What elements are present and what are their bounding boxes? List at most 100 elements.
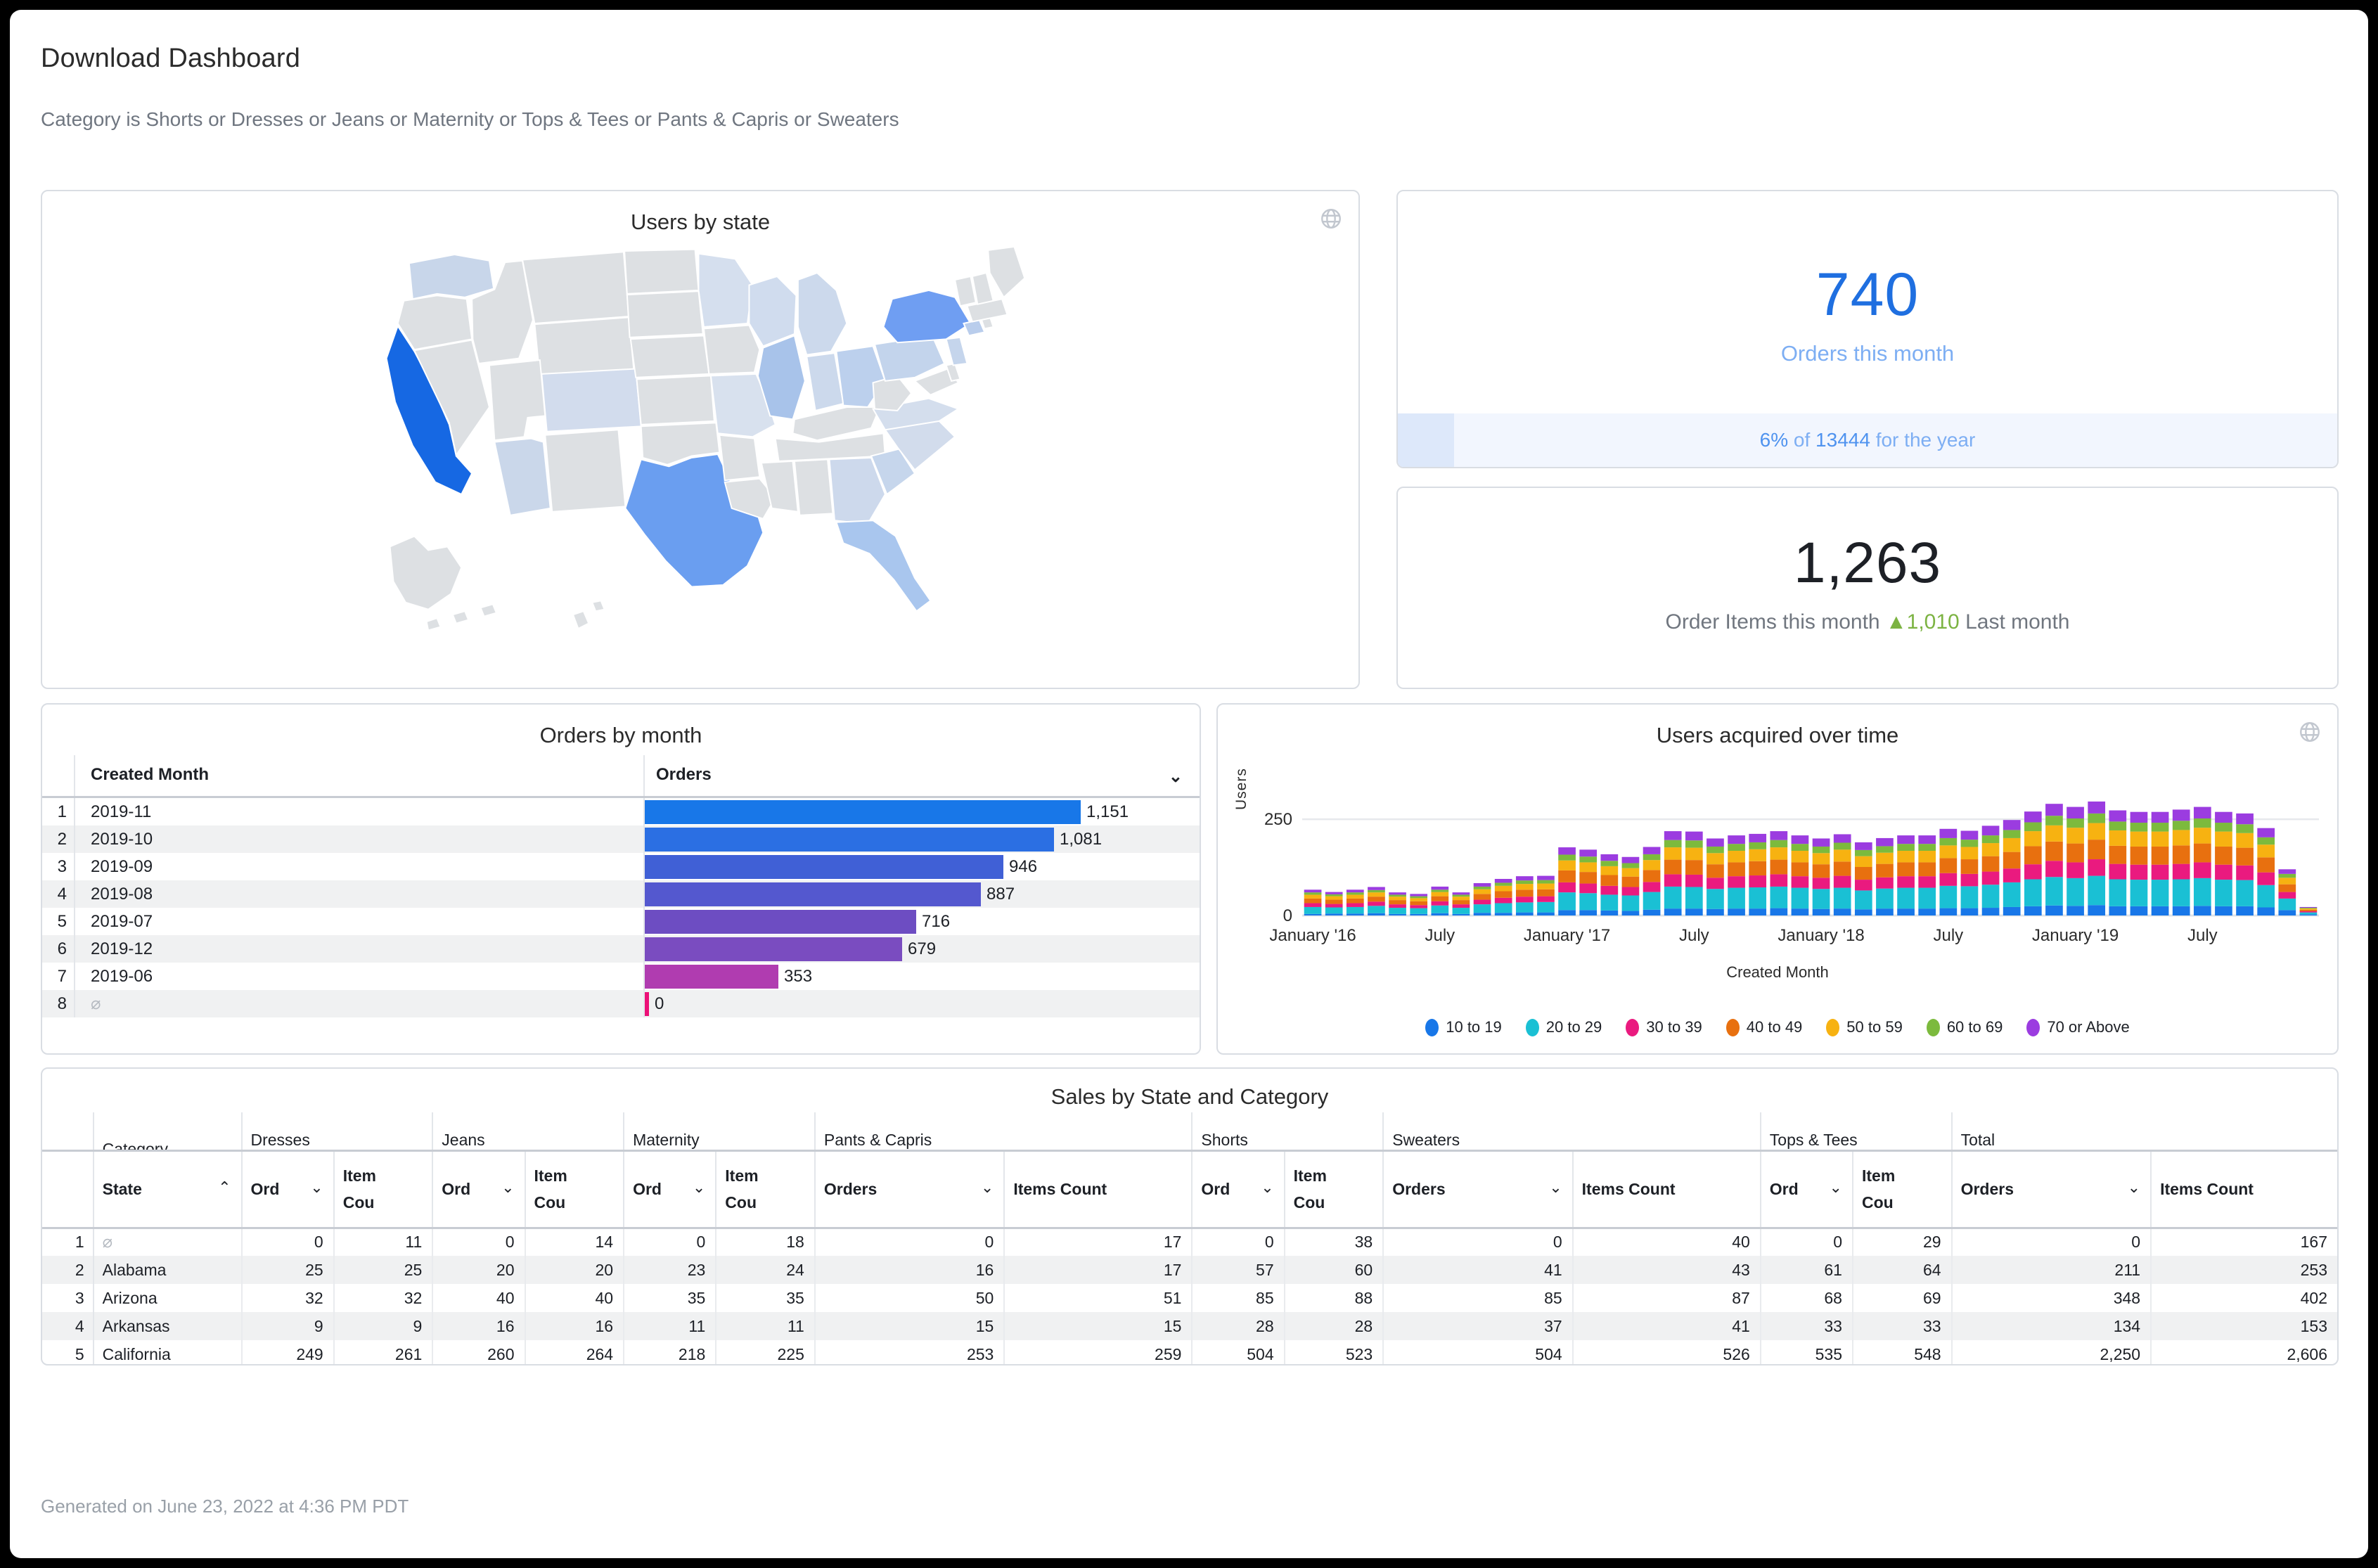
stacked-bar-segment[interactable]: [1918, 851, 1936, 863]
stacked-bar-segment[interactable]: [1854, 849, 1872, 856]
stacked-bar-segment[interactable]: [2193, 807, 2211, 818]
table-row[interactable]: 1 2019-11 1,151: [42, 797, 1200, 825]
orders-column-header[interactable]: Ord ⌄: [623, 1149, 716, 1229]
items-count-cell[interactable]: 523: [1283, 1340, 1384, 1364]
stacked-bar-segment[interactable]: [1791, 908, 1809, 915]
items-count-cell[interactable]: 51: [1003, 1284, 1193, 1312]
stacked-bar-segment[interactable]: [1876, 863, 1894, 878]
stacked-bar-segment[interactable]: [1707, 908, 1724, 915]
stacked-bar-segment[interactable]: [1643, 870, 1661, 882]
stacked-bar-segment[interactable]: [1728, 876, 1745, 888]
items-count-cell[interactable]: 41: [1572, 1312, 1761, 1340]
stacked-bar-segment[interactable]: [1473, 889, 1491, 894]
orders-bar-cell[interactable]: 887: [643, 880, 1200, 908]
stacked-bar-segment[interactable]: [1325, 913, 1343, 915]
items-count-cell[interactable]: 153: [2150, 1312, 2337, 1340]
orders-cell[interactable]: 218: [623, 1340, 716, 1364]
stacked-bar-segment[interactable]: [2236, 847, 2254, 866]
stacked-bar-segment[interactable]: [1707, 864, 1724, 878]
orders-cell[interactable]: 0: [1759, 1228, 1853, 1256]
items-count-cell[interactable]: 548: [1851, 1340, 1952, 1364]
stacked-bar-segment[interactable]: [1473, 883, 1491, 887]
stacked-bar-segment[interactable]: [1494, 885, 1512, 892]
stacked-bar-segment[interactable]: [2067, 878, 2084, 906]
stacked-bar-segment[interactable]: [1939, 873, 1958, 886]
orders-column-header[interactable]: Ord ⌄: [432, 1149, 525, 1229]
stacked-bar-segment[interactable]: [1939, 828, 1958, 838]
state-cell[interactable]: Alabama: [92, 1256, 242, 1284]
stacked-bar-segment[interactable]: [1791, 876, 1809, 888]
stacked-bar-segment[interactable]: [1854, 842, 1872, 850]
stacked-bar-segment[interactable]: [2109, 906, 2127, 915]
stacked-bar-segment[interactable]: [1452, 892, 1470, 895]
stacked-bar-segment[interactable]: [1664, 886, 1682, 909]
orders-bar-cell[interactable]: 0: [643, 990, 1200, 1017]
orders-header[interactable]: Orders ⌄: [643, 755, 1200, 798]
stacked-bar-segment[interactable]: [1749, 833, 1767, 842]
stacked-bar-segment[interactable]: [2109, 810, 2127, 822]
stacked-bar-segment[interactable]: [1981, 908, 2000, 915]
orders-cell[interactable]: 0: [1382, 1228, 1573, 1256]
stacked-bar-segment[interactable]: [2045, 861, 2063, 878]
stacked-bar-segment[interactable]: [1664, 874, 1682, 887]
stacked-bar-segment[interactable]: [1960, 840, 1979, 847]
stacked-bar-segment[interactable]: [2172, 906, 2190, 915]
table-row[interactable]: 4 Arkansas 9 9 16 16 11 11 15 15 28 28 37 41 33 33 134 15…: [42, 1312, 2337, 1340]
orders-cell[interactable]: 68: [1759, 1284, 1853, 1312]
stacked-bar-segment[interactable]: [1346, 903, 1364, 907]
items-count-cell[interactable]: 18: [715, 1228, 815, 1256]
orders-cell[interactable]: 535: [1759, 1340, 1853, 1364]
category-group-header[interactable]: Sweaters: [1382, 1112, 1761, 1150]
category-group-header[interactable]: Shorts: [1191, 1112, 1384, 1150]
stacked-bar-segment[interactable]: [1643, 909, 1661, 915]
items-count-cell[interactable]: 29: [1851, 1228, 1952, 1256]
orders-column-header[interactable]: Ord ⌄: [240, 1149, 334, 1229]
created-month-cell[interactable]: 2019-10: [74, 825, 644, 853]
stacked-bar-segment[interactable]: [1368, 889, 1385, 893]
chevron-down-icon[interactable]: ⌄: [2127, 1178, 2141, 1196]
stacked-bar-segment[interactable]: [1770, 840, 1788, 848]
stacked-bar-segment[interactable]: [2003, 868, 2021, 882]
items-count-cell[interactable]: 32: [333, 1284, 433, 1312]
stacked-bar-segment[interactable]: [1579, 893, 1598, 911]
stacked-bar-segment[interactable]: [2236, 824, 2254, 833]
stacked-bar-segment[interactable]: [1600, 861, 1619, 866]
items-count-column-header[interactable]: Items Count: [1003, 1149, 1193, 1229]
orders-cell[interactable]: 249: [240, 1340, 334, 1364]
stacked-bar-segment[interactable]: [1791, 844, 1809, 851]
stacked-bar-segment[interactable]: [2172, 809, 2190, 821]
orders-cell[interactable]: 16: [814, 1256, 1005, 1284]
stacked-bar-segment[interactable]: [1621, 868, 1640, 877]
orders-column-header[interactable]: Orders ⌄: [814, 1149, 1005, 1229]
stacked-bar-segment[interactable]: [2024, 846, 2042, 865]
orders-cell[interactable]: 57: [1191, 1256, 1285, 1284]
stacked-bar-segment[interactable]: [1664, 840, 1682, 848]
stacked-bar-segment[interactable]: [1833, 908, 1851, 915]
stacked-bar-segment[interactable]: [2215, 880, 2232, 906]
stacked-bar-segment[interactable]: [2130, 906, 2148, 915]
stacked-bar-segment[interactable]: [1664, 908, 1682, 915]
stacked-bar-segment[interactable]: [1812, 908, 1830, 915]
stacked-bar-segment[interactable]: [1643, 847, 1661, 854]
stacked-bar-segment[interactable]: [1960, 830, 1979, 840]
table-row[interactable]: 7 2019-06 353: [42, 963, 1200, 990]
stacked-bar-segment[interactable]: [1452, 904, 1470, 908]
globe-icon[interactable]: [1319, 207, 1343, 231]
items-count-cell[interactable]: 17: [1003, 1228, 1193, 1256]
stacked-bar-segment[interactable]: [1939, 845, 1958, 859]
items-count-column-header[interactable]: Item Cou: [524, 1149, 624, 1229]
state-cell[interactable]: ⌀: [92, 1228, 242, 1256]
stacked-bar-segment[interactable]: [1770, 859, 1788, 875]
stacked-bar-segment[interactable]: [2130, 846, 2148, 865]
stacked-bar-segment[interactable]: [1579, 872, 1598, 884]
stacked-bar-segment[interactable]: [1791, 851, 1809, 863]
items-count-cell[interactable]: 69: [1851, 1284, 1952, 1312]
stacked-bar-segment[interactable]: [1515, 902, 1534, 913]
stacked-bar-segment[interactable]: [1833, 875, 1851, 888]
orders-cell[interactable]: 50: [814, 1284, 1005, 1312]
items-count-cell[interactable]: 38: [1283, 1228, 1384, 1256]
stacked-bar-segment[interactable]: [2257, 907, 2275, 916]
stacked-bar-segment[interactable]: [2299, 914, 2318, 915]
stacked-bar-segment[interactable]: [1707, 853, 1724, 865]
stacked-bar-segment[interactable]: [1685, 908, 1703, 915]
